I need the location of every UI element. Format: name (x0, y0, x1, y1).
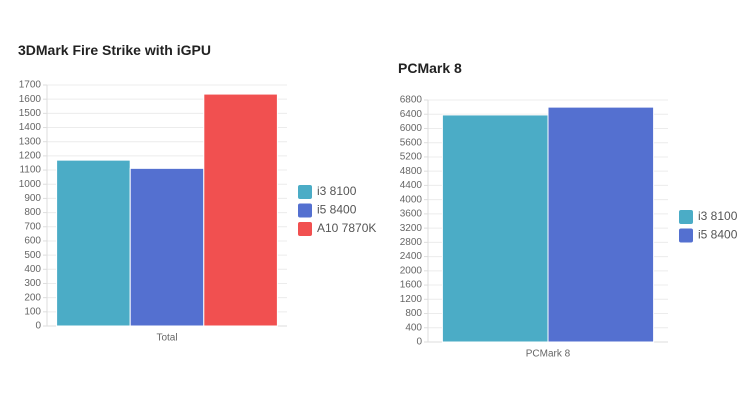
y-tick-label: 1600 (400, 280, 423, 291)
y-tick-label: 1100 (19, 165, 41, 176)
y-tick-label: 500 (24, 250, 41, 261)
bar (56, 159, 131, 327)
y-tick-label: 4000 (400, 194, 423, 205)
y-tick-label: 4800 (400, 166, 423, 177)
y-tick-label: 400 (405, 322, 422, 333)
legend-label: i3 8100 (317, 184, 357, 198)
legend-label: A10 7870K (317, 221, 376, 235)
y-tick-label: 1200 (400, 294, 423, 305)
legend-swatch (679, 228, 693, 243)
y-tick-label: 400 (24, 264, 41, 275)
legend-swatch (298, 203, 312, 218)
chart-title: PCMark 8 (398, 60, 462, 76)
y-tick-label: 5200 (400, 152, 423, 163)
chart: 3DMark Fire Strike with iGPU 0 100 200 300 40… (18, 42, 376, 344)
y-tick-label: 800 (405, 308, 422, 319)
y-tick-label: 2800 (400, 237, 423, 248)
y-tick-label: 6800 (400, 95, 423, 106)
bar (203, 93, 278, 327)
legend-label: i3 8100 (698, 209, 738, 223)
y-tick-label: 1500 (19, 108, 42, 119)
y-tick-label: 1200 (19, 151, 42, 162)
y-tick-label: 6400 (400, 109, 423, 120)
y-tick-label: 300 (24, 278, 41, 289)
legend-swatch (679, 210, 693, 224)
chart-title: 3DMark Fire Strike with iGPU (18, 42, 211, 58)
legend-swatch (298, 222, 312, 236)
y-tick-label: 1300 (19, 136, 42, 147)
y-tick-label: 800 (24, 207, 41, 218)
legend-label: i5 8400 (317, 203, 357, 217)
y-tick-label: 1700 (19, 80, 42, 91)
y-tick-label: 2400 (400, 251, 423, 262)
y-tick-label: 100 (24, 306, 41, 317)
y-tick-label: 2000 (400, 265, 423, 276)
y-tick-label: 1400 (19, 122, 42, 133)
y-tick-label: 900 (24, 193, 41, 204)
y-tick-label: 6000 (400, 123, 423, 134)
y-tick-label: 4400 (400, 180, 423, 191)
chart: PCMark 8 0 400 800 1200 1600 2000 2400 2800 3200 3… (398, 60, 738, 360)
x-tick-label: PCMark 8 (526, 349, 571, 360)
legend-swatch (298, 185, 312, 199)
y-tick-label: 5600 (400, 137, 423, 148)
y-tick-label: 3600 (400, 209, 423, 220)
y-tick-label: 3200 (400, 223, 423, 234)
y-tick-label: 1600 (19, 94, 42, 105)
y-tick-label: 0 (416, 337, 422, 348)
legend-label: i5 8400 (698, 228, 738, 242)
y-tick-label: 200 (24, 292, 41, 303)
bar (547, 106, 655, 343)
y-tick-label: 0 (35, 321, 41, 332)
x-tick-label: Total (156, 333, 177, 344)
y-tick-label: 600 (24, 236, 41, 247)
y-tick-label: 1000 (19, 179, 42, 190)
y-tick-label: 700 (24, 221, 41, 232)
bar (441, 114, 549, 343)
bar (129, 167, 205, 327)
